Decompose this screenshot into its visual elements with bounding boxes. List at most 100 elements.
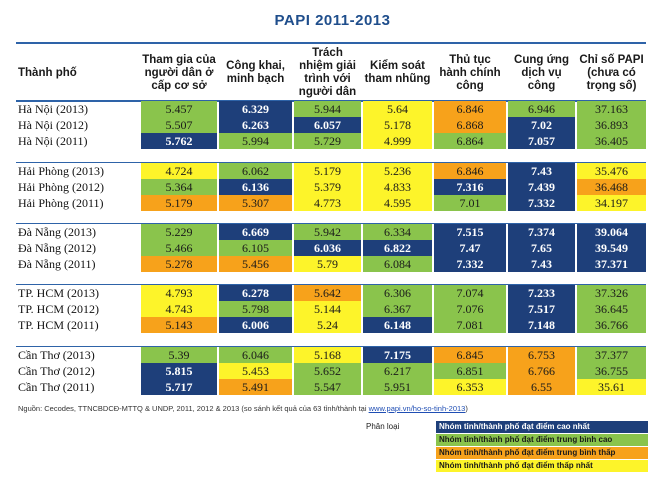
table-cell: 7.332	[434, 256, 506, 272]
table-cell: 34.197	[577, 195, 646, 211]
table-cell: 5.652	[294, 363, 361, 379]
table-cell: 7.332	[508, 195, 575, 211]
table-cell: 5.364	[141, 179, 217, 195]
table-cell: 6.946	[508, 101, 575, 117]
table-cell: 4.793	[141, 285, 217, 301]
table-cell: 5.144	[294, 301, 361, 317]
source-link[interactable]: www.papi.vn/ho-so-tinh-2013	[368, 404, 466, 413]
table-cell: 7.517	[508, 301, 575, 317]
table-cell: 7.316	[434, 179, 506, 195]
group-rule	[16, 346, 646, 347]
column-header: Chỉ số PAPI (chưa có trọng số)	[579, 53, 644, 92]
row-label: Hà Nội (2012)	[18, 118, 88, 132]
table-cell: 7.175	[363, 347, 432, 363]
group-rule	[16, 162, 646, 163]
table-cell: 6.766	[508, 363, 575, 379]
table-cell: 5.642	[294, 285, 361, 301]
table-cell: 7.148	[508, 317, 575, 333]
row-label: Cần Thơ (2011)	[18, 380, 95, 394]
table-cell: 36.405	[577, 133, 646, 149]
table-cell: 5.168	[294, 347, 361, 363]
chart-title: PAPI 2011-2013	[274, 12, 391, 29]
table-cell: 7.47	[434, 240, 506, 256]
source-text: Nguồn: Cecodes, TTNCBDCĐ-MTTQ & UNDP, 20…	[18, 404, 369, 413]
table-cell: 5.143	[141, 317, 217, 333]
table-cell: 37.377	[577, 347, 646, 363]
table-cell: 6.263	[219, 117, 292, 133]
table-cell: 5.815	[141, 363, 217, 379]
row-label: TP. HCM (2012)	[18, 302, 100, 316]
table-cell: 7.01	[434, 195, 506, 211]
source-close: )	[465, 404, 468, 413]
table-cell: 6.367	[363, 301, 432, 317]
header-rule	[16, 42, 646, 44]
table-cell: 7.081	[434, 317, 506, 333]
row-label: Hải Phòng (2011)	[18, 196, 104, 210]
table-cell: 5.179	[294, 163, 361, 179]
table-cell: 35.61	[577, 379, 646, 395]
table-cell: 5.229	[141, 224, 217, 240]
table-cell: 5.278	[141, 256, 217, 272]
table-cell: 5.466	[141, 240, 217, 256]
table-cell: 7.515	[434, 224, 506, 240]
group-rule	[16, 223, 646, 224]
table-cell: 37.326	[577, 285, 646, 301]
table-cell: 7.374	[508, 224, 575, 240]
table-cell: 5.547	[294, 379, 361, 395]
table-cell: 4.833	[363, 179, 432, 195]
table-cell: 6.036	[294, 240, 361, 256]
row-label: Cần Thơ (2013)	[18, 348, 95, 362]
column-header: Tham gia của người dân ở cấp cơ sở	[142, 53, 216, 92]
table-cell: 7.233	[508, 285, 575, 301]
table-cell: 6.753	[508, 347, 575, 363]
table-cell: 7.02	[508, 117, 575, 133]
column-header: Công khai, minh bạch	[226, 60, 285, 85]
table-cell: 37.163	[577, 101, 646, 117]
table-cell: 7.43	[508, 163, 575, 179]
table-cell: 35.476	[577, 163, 646, 179]
table-cell: 6.136	[219, 179, 292, 195]
table-cell: 4.743	[141, 301, 217, 317]
column-header: Kiểm soát tham nhũng	[364, 60, 431, 85]
table-cell: 6.851	[434, 363, 506, 379]
table-cell: 4.773	[294, 195, 361, 211]
table-cell: 7.65	[508, 240, 575, 256]
row-header-label: Thành phố	[18, 66, 77, 79]
table-cell: 5.951	[363, 379, 432, 395]
column-header: Thủ tục hành chính công	[439, 53, 501, 92]
table-cell: 5.944	[294, 101, 361, 117]
table-cell: 6.329	[219, 101, 292, 117]
table-cell: 6.334	[363, 224, 432, 240]
table-cell: 6.148	[363, 317, 432, 333]
table-cell: 5.762	[141, 133, 217, 149]
table-cell: 36.893	[577, 117, 646, 133]
table-cell: 6.845	[434, 347, 506, 363]
source-note: Nguồn: Cecodes, TTNCBDCĐ-MTTQ & UNDP, 20…	[18, 404, 468, 413]
table-cell: 5.307	[219, 195, 292, 211]
table-cell: 6.822	[363, 240, 432, 256]
table-cell: 5.179	[141, 195, 217, 211]
table-cell: 5.491	[219, 379, 292, 395]
table-cell: 5.379	[294, 179, 361, 195]
column-header: Cung ứng dịch vụ công	[514, 53, 569, 92]
row-label: Hải Phòng (2012)	[18, 180, 104, 194]
table-cell: 5.178	[363, 117, 432, 133]
row-label: TP. HCM (2013)	[18, 286, 100, 300]
legend-item: Nhóm tỉnh/thành phố đạt điểm cao nhất	[436, 421, 648, 433]
table-cell: 6.846	[434, 163, 506, 179]
row-label: Đà Nẵng (2013)	[18, 225, 96, 239]
table-cell: 5.717	[141, 379, 217, 395]
table-cell: 6.353	[434, 379, 506, 395]
row-label: TP. HCM (2011)	[18, 318, 99, 332]
table-cell: 6.55	[508, 379, 575, 395]
table-cell: 6.057	[294, 117, 361, 133]
table-cell: 5.453	[219, 363, 292, 379]
table-cell: 5.457	[141, 101, 217, 117]
table-cell: 37.371	[577, 256, 646, 272]
table-cell: 36.645	[577, 301, 646, 317]
row-label: Đà Nẵng (2011)	[18, 257, 96, 271]
table-cell: 5.507	[141, 117, 217, 133]
table-cell: 7.43	[508, 256, 575, 272]
table-cell: 5.994	[219, 133, 292, 149]
row-label: Hà Nội (2013)	[18, 102, 88, 116]
